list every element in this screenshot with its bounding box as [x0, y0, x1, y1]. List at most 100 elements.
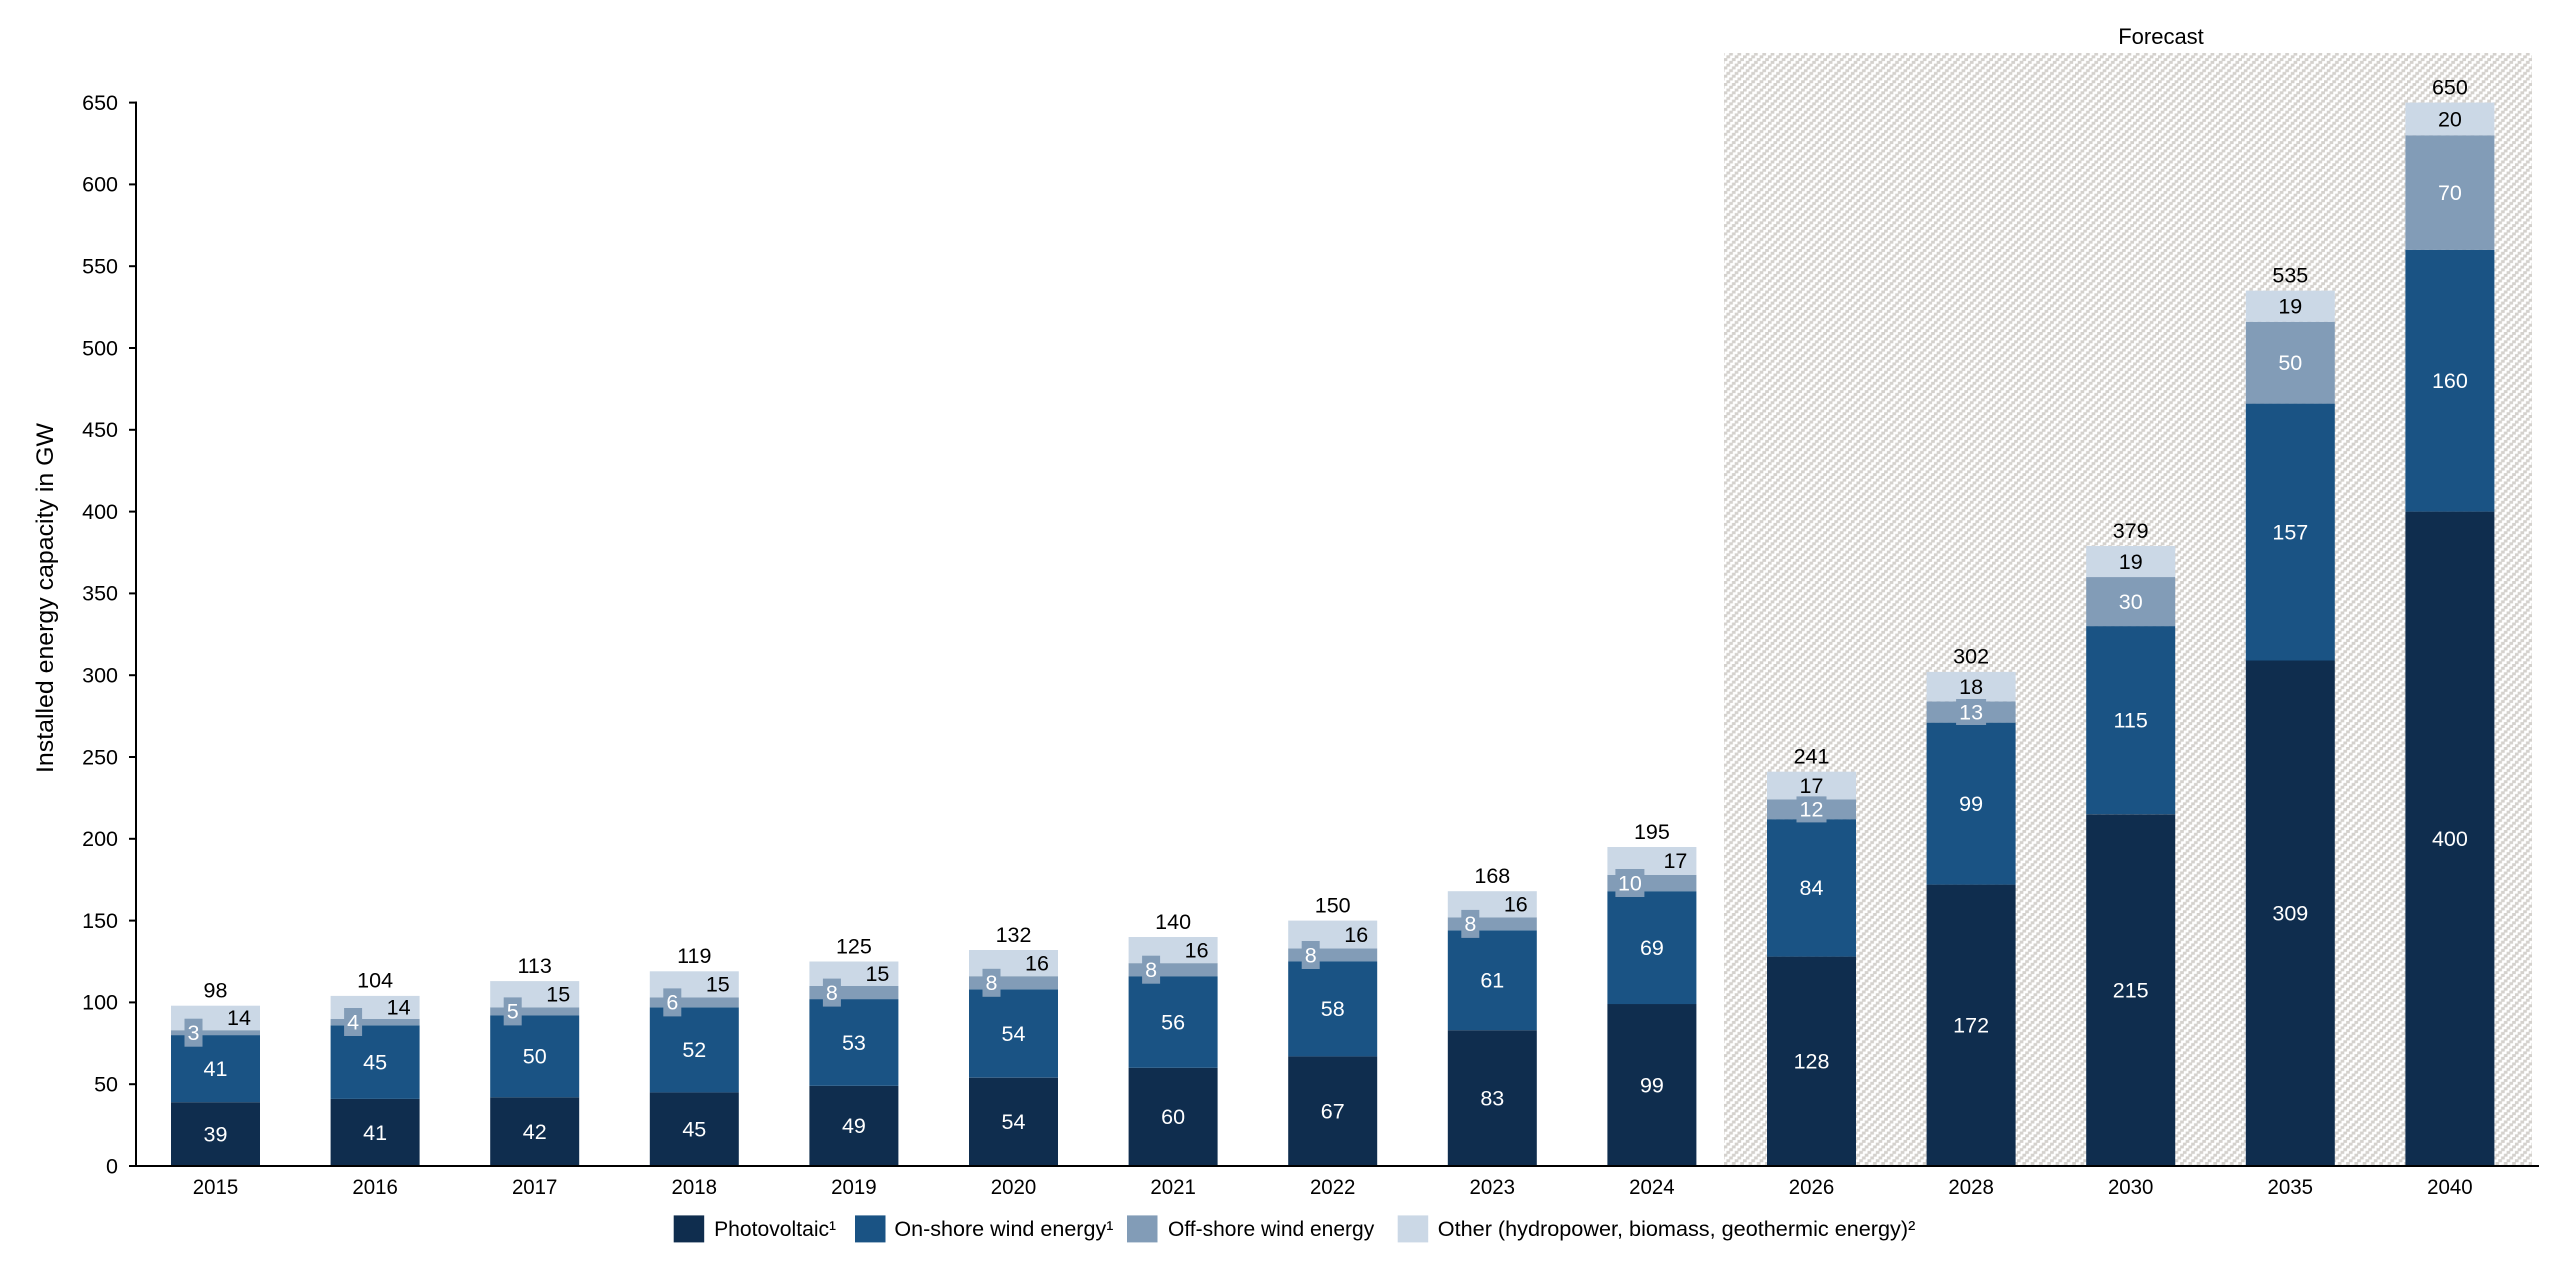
svg-text:99: 99 [1640, 1073, 1664, 1097]
svg-text:61: 61 [1480, 969, 1504, 993]
svg-text:450: 450 [82, 418, 118, 442]
svg-text:2016: 2016 [352, 1175, 398, 1199]
svg-text:50: 50 [2278, 351, 2302, 375]
svg-text:45: 45 [682, 1118, 706, 1142]
svg-text:53: 53 [842, 1031, 866, 1055]
svg-text:2026: 2026 [1789, 1175, 1835, 1199]
svg-text:Installed energy capacity in G: Installed energy capacity in GW [32, 423, 59, 773]
svg-text:650: 650 [82, 91, 118, 115]
svg-text:14: 14 [387, 996, 411, 1020]
svg-text:41: 41 [204, 1057, 228, 1081]
svg-text:0: 0 [106, 1154, 118, 1178]
svg-text:2021: 2021 [1150, 1175, 1196, 1199]
svg-text:15: 15 [546, 983, 570, 1007]
svg-text:128: 128 [1794, 1050, 1830, 1074]
svg-text:60: 60 [1161, 1105, 1185, 1129]
svg-text:67: 67 [1321, 1100, 1345, 1124]
svg-text:500: 500 [82, 336, 118, 360]
svg-text:535: 535 [2272, 264, 2308, 288]
svg-text:83: 83 [1480, 1086, 1504, 1110]
svg-text:14: 14 [227, 1006, 251, 1030]
svg-text:70: 70 [2438, 181, 2462, 205]
svg-text:400: 400 [2432, 827, 2468, 851]
svg-text:650: 650 [2432, 75, 2468, 99]
svg-text:379: 379 [2113, 519, 2149, 543]
svg-text:Photovoltaic¹: Photovoltaic¹ [714, 1218, 836, 1241]
svg-text:215: 215 [2113, 978, 2149, 1002]
svg-text:150: 150 [82, 909, 118, 933]
svg-text:84: 84 [1800, 876, 1824, 900]
svg-text:241: 241 [1794, 745, 1830, 769]
svg-text:8: 8 [986, 971, 998, 995]
svg-text:16: 16 [1025, 951, 1049, 975]
svg-text:15: 15 [865, 962, 889, 986]
svg-text:50: 50 [523, 1045, 547, 1069]
svg-text:58: 58 [1321, 997, 1345, 1021]
svg-text:19: 19 [2119, 550, 2143, 574]
svg-text:99: 99 [1959, 792, 1983, 816]
svg-text:41: 41 [363, 1121, 387, 1145]
svg-text:8: 8 [1305, 943, 1317, 967]
svg-text:2035: 2035 [2268, 1175, 2314, 1199]
svg-text:195: 195 [1634, 820, 1670, 844]
svg-text:69: 69 [1640, 936, 1664, 960]
svg-text:8: 8 [826, 981, 838, 1005]
svg-text:168: 168 [1474, 864, 1510, 888]
svg-text:2015: 2015 [193, 1175, 239, 1199]
svg-text:18: 18 [1959, 675, 1983, 699]
svg-text:3: 3 [188, 1021, 200, 1045]
svg-text:132: 132 [996, 923, 1032, 947]
svg-text:13: 13 [1959, 700, 1983, 724]
svg-text:20: 20 [2438, 107, 2462, 131]
svg-text:Other (hydropower, biomass, ge: Other (hydropower, biomass, geothermic e… [1438, 1218, 1916, 1241]
svg-text:250: 250 [82, 745, 118, 769]
svg-text:98: 98 [204, 979, 228, 1003]
svg-text:17: 17 [1663, 849, 1687, 873]
svg-text:150: 150 [1315, 893, 1351, 917]
svg-text:12: 12 [1800, 798, 1824, 822]
svg-text:157: 157 [2272, 520, 2308, 544]
svg-text:42: 42 [523, 1120, 547, 1144]
svg-text:172: 172 [1953, 1014, 1989, 1038]
svg-text:104: 104 [357, 969, 393, 993]
svg-text:2022: 2022 [1310, 1175, 1356, 1199]
svg-text:4: 4 [347, 1010, 359, 1034]
svg-text:115: 115 [2114, 709, 2148, 733]
svg-text:15: 15 [706, 973, 730, 997]
svg-text:100: 100 [82, 991, 118, 1015]
svg-text:2040: 2040 [2427, 1175, 2473, 1199]
svg-text:8: 8 [1145, 958, 1157, 982]
svg-text:30: 30 [2119, 590, 2143, 614]
svg-text:50: 50 [94, 1073, 118, 1097]
svg-text:113: 113 [518, 954, 552, 978]
svg-text:5: 5 [507, 1000, 519, 1024]
svg-text:2023: 2023 [1470, 1175, 1516, 1199]
svg-text:2019: 2019 [831, 1175, 877, 1199]
svg-text:125: 125 [836, 934, 872, 958]
svg-text:140: 140 [1155, 910, 1191, 934]
svg-text:54: 54 [1002, 1022, 1026, 1046]
svg-text:350: 350 [82, 582, 118, 606]
svg-text:52: 52 [682, 1038, 706, 1062]
svg-text:Off-shore wind energy: Off-shore wind energy [1168, 1218, 1375, 1241]
svg-text:On-shore wind energy¹: On-shore wind energy¹ [894, 1218, 1113, 1241]
svg-text:49: 49 [842, 1114, 866, 1138]
svg-text:160: 160 [2432, 369, 2468, 393]
svg-text:8: 8 [1464, 912, 1476, 936]
svg-text:302: 302 [1953, 645, 1989, 669]
svg-text:309: 309 [2272, 902, 2308, 926]
svg-text:400: 400 [82, 500, 118, 524]
svg-text:2028: 2028 [1948, 1175, 1994, 1199]
svg-text:300: 300 [82, 664, 118, 688]
svg-text:200: 200 [82, 827, 118, 851]
svg-text:16: 16 [1344, 923, 1368, 947]
svg-text:2017: 2017 [512, 1175, 558, 1199]
svg-text:550: 550 [82, 255, 118, 279]
svg-text:56: 56 [1161, 1010, 1185, 1034]
svg-text:54: 54 [1002, 1110, 1026, 1134]
svg-text:2030: 2030 [2108, 1175, 2154, 1199]
svg-text:6: 6 [666, 991, 678, 1015]
svg-text:19: 19 [2278, 295, 2302, 319]
svg-text:39: 39 [204, 1122, 228, 1146]
svg-text:45: 45 [363, 1050, 387, 1074]
